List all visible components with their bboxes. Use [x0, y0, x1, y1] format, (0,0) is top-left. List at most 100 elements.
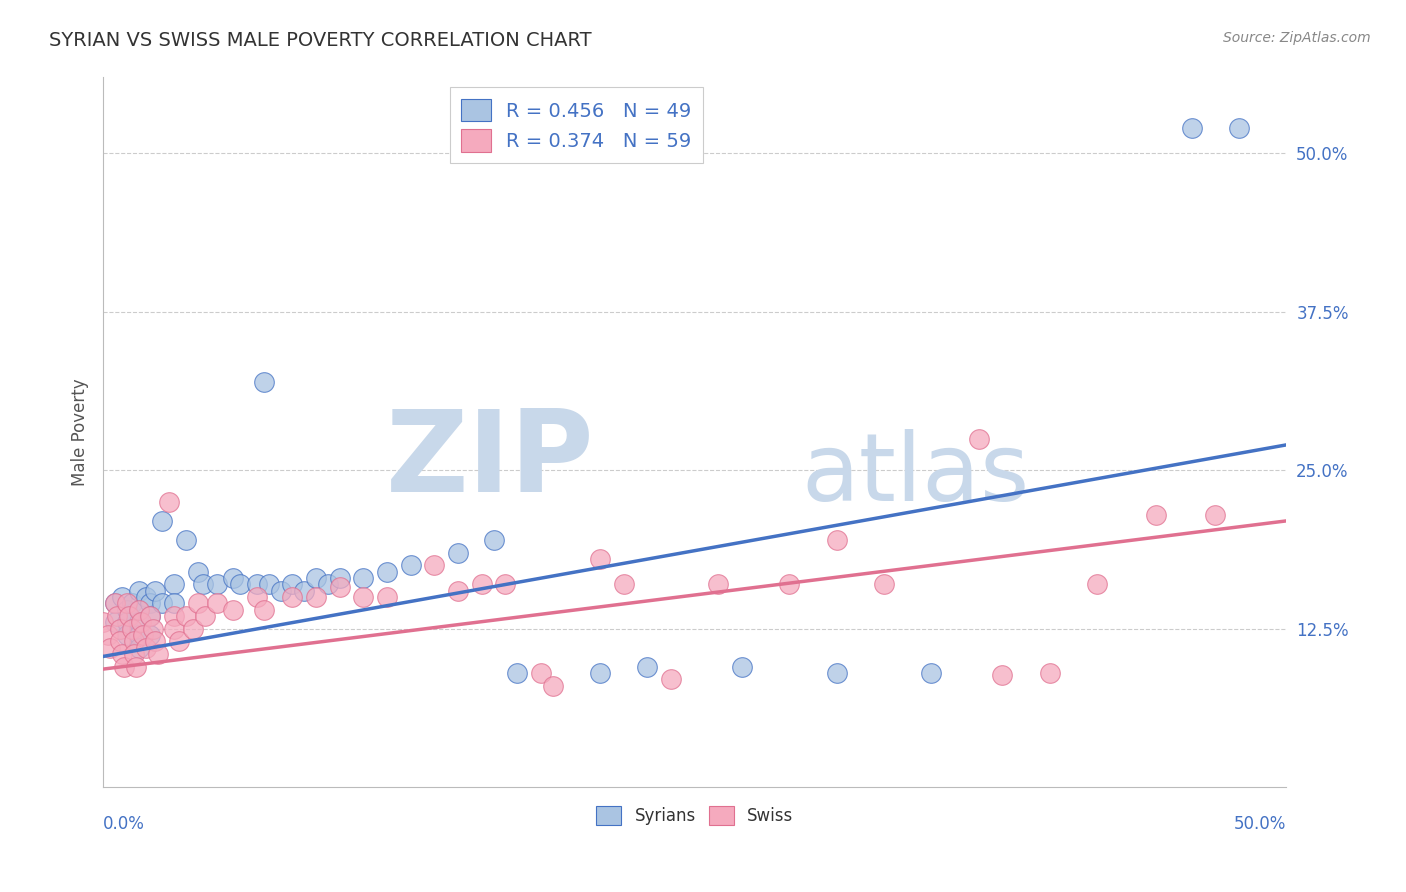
Point — [353, 571, 375, 585]
Point — [920, 665, 942, 680]
Point — [150, 514, 173, 528]
Point — [128, 628, 150, 642]
Point — [104, 615, 127, 630]
Point — [541, 679, 564, 693]
Point — [305, 590, 328, 604]
Point — [122, 647, 145, 661]
Point — [112, 659, 135, 673]
Point — [222, 602, 245, 616]
Point — [98, 640, 121, 655]
Text: 0.0%: 0.0% — [103, 815, 145, 833]
Point — [143, 583, 166, 598]
Point — [163, 577, 186, 591]
Point — [125, 659, 148, 673]
Point — [163, 608, 186, 623]
Point — [589, 665, 612, 680]
Point — [222, 571, 245, 585]
Point — [253, 375, 276, 389]
Point — [1039, 665, 1062, 680]
Point — [316, 577, 339, 591]
Point — [205, 596, 228, 610]
Point — [181, 622, 204, 636]
Point — [305, 571, 328, 585]
Text: Source: ZipAtlas.com: Source: ZipAtlas.com — [1223, 31, 1371, 45]
Point — [121, 596, 143, 610]
Point — [825, 665, 848, 680]
Point — [115, 615, 138, 630]
Point — [281, 590, 304, 604]
Point — [778, 577, 800, 591]
Point — [253, 602, 276, 616]
Point — [118, 608, 141, 623]
Point — [163, 622, 186, 636]
Point — [97, 628, 120, 642]
Point — [825, 533, 848, 547]
Point — [139, 608, 162, 623]
Point — [399, 558, 422, 573]
Point — [246, 577, 269, 591]
Point — [150, 596, 173, 610]
Point — [329, 571, 352, 585]
Point — [229, 577, 252, 591]
Point — [447, 545, 470, 559]
Point — [122, 634, 145, 648]
Text: SYRIAN VS SWISS MALE POVERTY CORRELATION CHART: SYRIAN VS SWISS MALE POVERTY CORRELATION… — [49, 31, 592, 50]
Point — [191, 577, 214, 591]
Point — [167, 634, 190, 648]
Point — [139, 628, 162, 642]
Text: atlas: atlas — [801, 429, 1029, 521]
Point — [375, 565, 398, 579]
Point — [707, 577, 730, 591]
Point — [292, 583, 315, 598]
Text: 50.0%: 50.0% — [1234, 815, 1286, 833]
Point — [105, 608, 128, 623]
Point — [142, 622, 165, 636]
Text: ZIP: ZIP — [385, 405, 595, 516]
Point — [128, 602, 150, 616]
Point — [128, 615, 150, 630]
Point — [495, 577, 517, 591]
Point — [115, 602, 138, 616]
Point — [143, 634, 166, 648]
Point — [873, 577, 896, 591]
Point — [1144, 508, 1167, 522]
Point — [139, 596, 162, 610]
Point — [157, 495, 180, 509]
Point — [108, 622, 131, 636]
Point — [135, 640, 157, 655]
Point — [104, 596, 127, 610]
Point — [270, 583, 292, 598]
Point — [1204, 508, 1226, 522]
Point — [423, 558, 446, 573]
Point — [1085, 577, 1108, 591]
Point — [353, 590, 375, 604]
Point — [146, 647, 169, 661]
Point — [246, 590, 269, 604]
Point — [482, 533, 505, 547]
Point — [257, 577, 280, 591]
Point — [1227, 121, 1250, 136]
Y-axis label: Male Poverty: Male Poverty — [72, 378, 89, 486]
Point — [637, 659, 659, 673]
Point — [375, 590, 398, 604]
Point — [613, 577, 636, 591]
Point — [447, 583, 470, 598]
Point — [281, 577, 304, 591]
Point — [139, 608, 162, 623]
Point — [111, 590, 134, 604]
Point — [194, 608, 217, 623]
Legend: Syrians, Swiss: Syrians, Swiss — [589, 799, 800, 832]
Point — [104, 596, 127, 610]
Point — [1181, 121, 1204, 136]
Point — [128, 583, 150, 598]
Point — [589, 552, 612, 566]
Point — [132, 628, 155, 642]
Point — [187, 596, 209, 610]
Point — [174, 533, 197, 547]
Point — [205, 577, 228, 591]
Point — [163, 596, 186, 610]
Point — [731, 659, 754, 673]
Point — [108, 634, 131, 648]
Point — [128, 640, 150, 655]
Point — [471, 577, 494, 591]
